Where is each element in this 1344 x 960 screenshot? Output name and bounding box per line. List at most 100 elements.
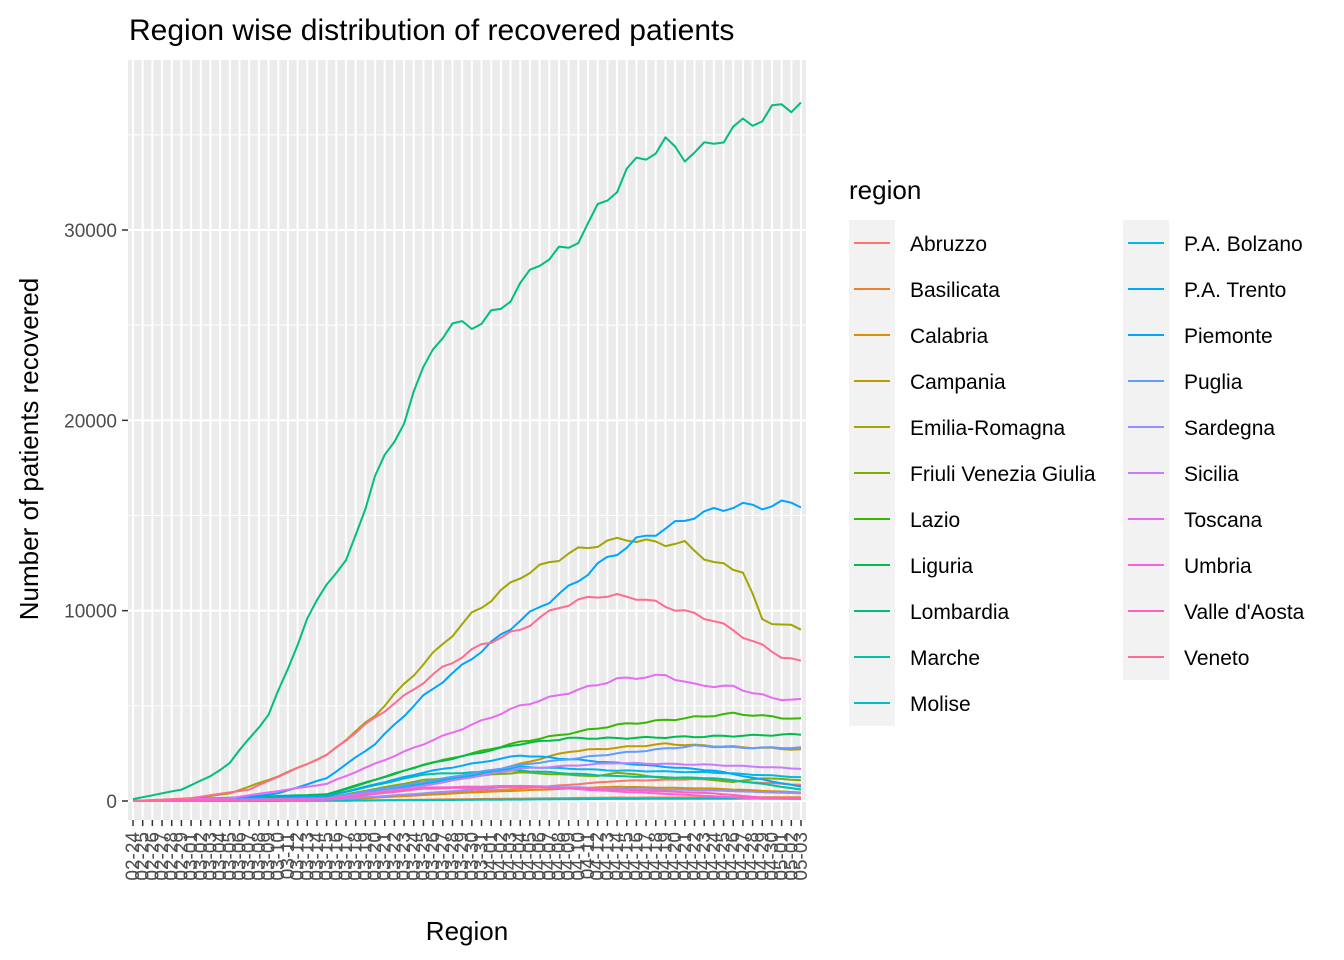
x-tick-label: 03-17 [336, 832, 357, 881]
legend-label: Lazio [910, 509, 960, 532]
x-tick-label: 04-11 [578, 832, 599, 879]
x-tick-label: 04-28 [743, 832, 764, 881]
x-tick-label: 03-05 [220, 832, 241, 881]
x-tick-label: 03-02 [191, 832, 212, 881]
x-tick-label: 03-27 [433, 832, 454, 881]
x-tick-label: 05-01 [772, 832, 793, 881]
legend-label: Abruzzo [910, 233, 987, 256]
x-tick-label: 04-19 [656, 832, 677, 881]
x-tick-label: 03-11 [278, 832, 299, 879]
x-tick-label: 03-15 [317, 832, 338, 881]
series-line-lombardia [132, 101, 802, 801]
y-tick-label: 0 [106, 792, 117, 813]
legend-label: Friuli Venezia Giulia [910, 463, 1096, 486]
legend-label: Sardegna [1184, 417, 1275, 440]
x-tick-label: 04-02 [491, 832, 512, 881]
x-tick-label: 03-07 [239, 832, 260, 881]
x-tick-label: 04-05 [520, 832, 541, 881]
x-tick-label: 04-06 [530, 832, 551, 881]
legend-label: Molise [910, 693, 971, 716]
x-tick-label: 03-21 [375, 832, 396, 881]
legend-key-bg [1123, 220, 1169, 680]
legend-label: Basilicata [910, 279, 1000, 302]
x-tick-label: 03-18 [346, 832, 367, 881]
x-tick-label: 02-25 [133, 832, 154, 881]
x-tick-label: 04-17 [636, 832, 657, 881]
x-tick-label: 03-14 [307, 832, 328, 881]
legend-label: Campania [910, 371, 1006, 394]
x-tick-label: 04-22 [685, 832, 706, 881]
x-tick-label: 03-01 [181, 832, 202, 881]
x-tick-label: 04-25 [714, 832, 735, 881]
x-tick-label: 03-09 [259, 832, 280, 881]
x-tick-label: 03-03 [200, 832, 221, 881]
x-tick-label: 04-03 [501, 832, 522, 881]
x-tick-label: 04-26 [723, 832, 744, 881]
x-tick-label: 02-24 [123, 832, 144, 881]
x-tick-label: 04-29 [752, 832, 773, 881]
x-tick-label: 04-04 [510, 832, 531, 881]
legend-label: Toscana [1184, 509, 1263, 532]
legend-label: P.A. Trento [1184, 279, 1286, 302]
legend-label: Valle d'Aosta [1184, 601, 1305, 624]
x-tick-label: 02-27 [152, 832, 173, 881]
x-tick-label: 03-16 [326, 832, 347, 881]
series-line-toscana [132, 673, 802, 802]
x-tick-label: 04-21 [675, 832, 696, 881]
x-tick-label: 03-20 [365, 832, 386, 881]
y-tick-label: 20000 [64, 411, 117, 432]
x-tick-label: 03-13 [297, 832, 318, 881]
x-tick-label: 04-12 [588, 832, 609, 881]
x-tick-label: 03-12 [288, 832, 309, 881]
x-tick-label: 03-24 [404, 832, 425, 881]
x-tick-label: 03-23 [394, 832, 415, 881]
legend-label: Calabria [910, 325, 989, 348]
x-tick-label: 04-01 [481, 832, 502, 881]
legend-label: Marche [910, 647, 980, 670]
x-tick-label: 04-14 [607, 832, 628, 881]
x-tick-label: 03-08 [249, 832, 270, 881]
x-tick-label: 04-15 [617, 832, 638, 881]
legend-label: P.A. Bolzano [1184, 233, 1303, 256]
x-tick-label: 03-19 [355, 832, 376, 881]
x-tick-label: 04-16 [626, 832, 647, 881]
series-line-piemonte [132, 499, 802, 802]
x-tick-label: 04-13 [597, 832, 618, 881]
series-lines [132, 101, 802, 802]
x-tick-label: 03-06 [230, 832, 251, 881]
legend-title: region [849, 175, 921, 205]
x-tick-label: 03-22 [384, 832, 405, 881]
y-axis: 0 10000 20000 30000 [64, 221, 128, 813]
x-tick-label: 05-03 [791, 832, 812, 881]
x-tick-label: 05-02 [781, 832, 802, 881]
x-tick-label: 03-31 [472, 832, 493, 881]
x-tick-label: 04-27 [733, 832, 754, 881]
legend-label: Liguria [910, 555, 973, 578]
x-tick-label: 03-10 [268, 832, 289, 881]
legend-label: Lombardia [910, 601, 1010, 624]
x-tick-label: 03-29 [452, 832, 473, 881]
x-tick-label: 04-20 [665, 832, 686, 881]
x-tick-label: 04-24 [704, 832, 725, 881]
x-tick-label: 03-30 [462, 832, 483, 881]
x-tick-label: 03-26 [423, 832, 444, 881]
legend-label: Veneto [1184, 647, 1249, 670]
x-tick-label: 04-10 [568, 832, 589, 881]
x-tick-label: 02-28 [162, 832, 183, 881]
series-line-veneto [132, 593, 802, 802]
x-tick-label: 04-18 [646, 832, 667, 881]
x-tick-label: 03-28 [443, 832, 464, 881]
legend-label: Umbria [1184, 555, 1252, 578]
x-tick-label: 03-25 [413, 832, 434, 881]
x-axis-title: Region [426, 916, 508, 946]
legend-label: Puglia [1184, 371, 1243, 394]
x-tick-label: 03-04 [210, 832, 231, 881]
legend-label: Piemonte [1184, 325, 1273, 348]
x-tick-label: 02-29 [171, 832, 192, 881]
x-tick-label: 04-07 [539, 832, 560, 881]
x-tick-label: 04-08 [549, 832, 570, 881]
legend: Abruzzo Basilicata Calabria Campania Emilia-… [849, 220, 1305, 726]
chart-title: Region wise distribution of recovered pa… [129, 14, 734, 47]
grid-major-x [132, 60, 802, 820]
